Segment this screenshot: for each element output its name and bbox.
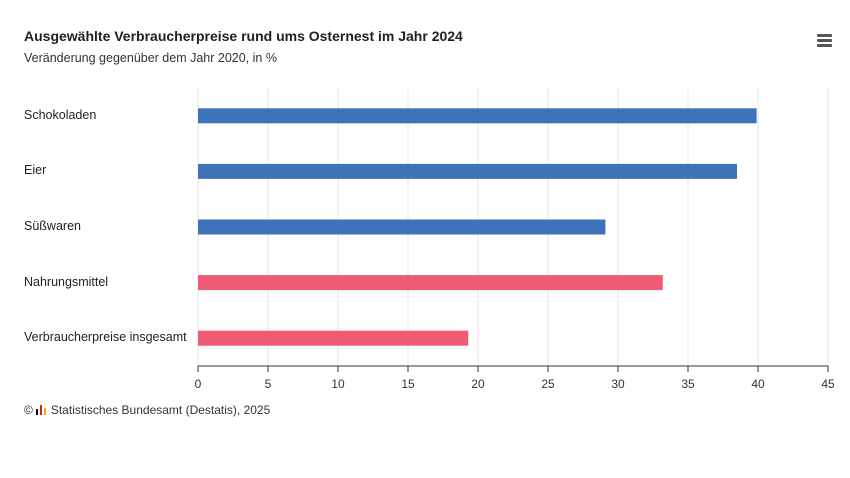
hamburger-menu-icon[interactable] [812,30,838,52]
x-tick-label: 5 [265,377,272,391]
source-text: Statistisches Bundesamt (Destatis), 2025 [50,403,271,417]
x-tick-label: 25 [541,377,555,391]
category-label: Verbraucherpreise insgesamt [24,330,187,345]
x-tick-label: 0 [195,377,202,391]
bar-verbraucherpreise-insgesamt[interactable] [198,330,469,346]
category-label: Nahrungsmittel [24,274,109,289]
bar-schokoladen[interactable] [198,108,757,124]
x-tick-label: 20 [471,377,485,391]
category-label: Süßwaren [24,219,81,233]
x-tick-label: 45 [821,377,835,391]
x-tick-label: 40 [751,377,765,391]
x-tick-label: 10 [331,377,345,391]
x-tick-label: 35 [681,377,695,391]
copyright-symbol: © [24,403,33,417]
source-footer: © Statistisches Bundesamt (Destatis), 20… [24,403,270,417]
destatis-logo-icon [35,405,47,415]
bar-eier[interactable] [198,163,737,179]
category-label: Schokoladen [24,107,97,122]
bar-s-waren[interactable] [198,219,606,235]
x-tick-label: 30 [611,377,625,391]
bar-nahrungsmittel[interactable] [198,275,663,291]
chart-title: Ausgewählte Verbraucherpreise rund ums O… [24,28,463,44]
x-axis: 0 5 10 15 20 25 30 35 40 45 [195,365,835,391]
x-tick-label: 15 [401,377,415,391]
chart-subtitle: Veränderung gegenüber dem Jahr 2020, in … [24,51,277,65]
bars [198,108,757,346]
category-label: Eier [24,163,47,178]
